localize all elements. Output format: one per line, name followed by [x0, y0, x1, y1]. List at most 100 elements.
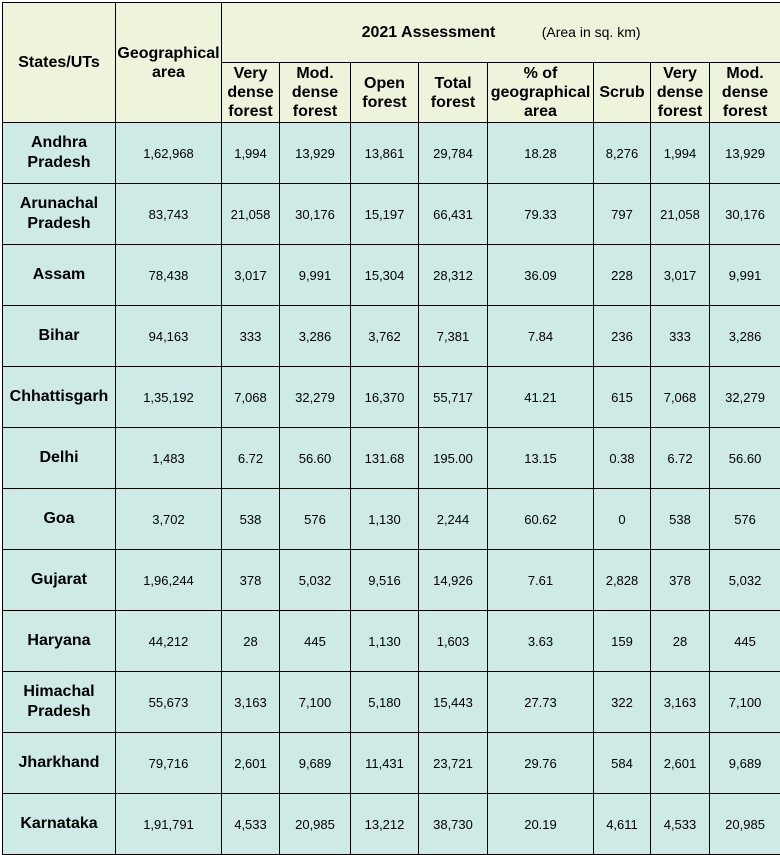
table-row: Himachal Pradesh 55,673 3,163 7,100 5,180 15,…: [2, 671, 780, 733]
state-name: Andhra Pradesh: [27, 134, 91, 171]
table-cell: 79,716: [115, 732, 222, 794]
table-cell: 576: [279, 488, 351, 550]
table-cell: 4,533: [221, 793, 280, 855]
table-cell: 18.28: [487, 122, 594, 184]
state-name: Goa: [43, 510, 75, 527]
table-row: Assam 78,438 3,017 9,991 15,304 28,312 36.09 22…: [2, 244, 780, 306]
table-cell: 3,286: [708, 305, 780, 367]
table-cell: 16,370: [350, 366, 419, 428]
table-cell: 13,212: [350, 793, 419, 855]
table-cell: 15,443: [418, 671, 488, 733]
table-cell: 1,130: [350, 488, 419, 550]
table-cell: 41.21: [487, 366, 594, 428]
table-cell: 55,673: [115, 671, 222, 733]
header-col: Total forest: [418, 62, 488, 123]
table-cell: 28: [221, 610, 280, 672]
table-cell: 9,991: [708, 244, 780, 306]
table-cell: 1,994: [221, 122, 280, 184]
table-cell: 15,304: [350, 244, 419, 306]
table-cell: 378: [650, 549, 710, 611]
state-name-cell: Karnataka: [2, 793, 116, 855]
table-cell: 55,717: [418, 366, 488, 428]
table-cell: 13,929: [708, 122, 780, 184]
table-cell: 3,702: [115, 488, 222, 550]
table-body: Andhra Pradesh 1,62,968 1,994 13,929 13,861 2…: [2, 122, 780, 855]
table-cell: 60.62: [487, 488, 594, 550]
table-cell: 7.61: [487, 549, 594, 611]
table-cell: 11,431: [350, 732, 419, 794]
state-name-cell: Assam: [2, 244, 116, 306]
table-cell: 36.09: [487, 244, 594, 306]
table-cell: 538: [221, 488, 280, 550]
table-cell: 9,689: [279, 732, 351, 794]
table-cell: 7,100: [279, 671, 351, 733]
table-cell: 6.72: [221, 427, 280, 489]
table-cell: 1,130: [350, 610, 419, 672]
table-cell: 3.63: [487, 610, 594, 672]
state-name: Bihar: [38, 327, 80, 344]
table-cell: 159: [593, 610, 651, 672]
state-name-cell: Andhra Pradesh: [2, 122, 116, 184]
table-row: Andhra Pradesh 1,62,968 1,994 13,929 13,861 2…: [2, 122, 780, 184]
table-cell: 94,163: [115, 305, 222, 367]
state-name: Arunachal Pradesh: [19, 195, 99, 232]
header-col: Mod. dense forest: [708, 62, 780, 123]
table-cell: 8,276: [593, 122, 651, 184]
header-col: Open forest: [350, 62, 419, 123]
state-name-cell: Himachal Pradesh: [2, 671, 116, 733]
header-assessment-title: 2021 Assessment (Area in sq. km): [220, 2, 780, 63]
state-name: Chhattisgarh: [9, 388, 109, 405]
state-name-cell: Jharkhand: [2, 732, 116, 794]
table-cell: 27.73: [487, 671, 594, 733]
table-cell: 7,068: [650, 366, 710, 428]
table-cell: 2,601: [650, 732, 710, 794]
table-cell: 20.19: [487, 793, 594, 855]
table-cell: 333: [221, 305, 280, 367]
table-cell: 14,926: [418, 549, 488, 611]
state-name-cell: Gujarat: [2, 549, 116, 611]
table-cell: 29.76: [487, 732, 594, 794]
state-name-cell: Goa: [2, 488, 116, 550]
table-row: Gujarat 1,96,244 378 5,032 9,516 14,926 7.61 2,…: [2, 549, 780, 611]
state-name-cell: Chhattisgarh: [2, 366, 116, 428]
table-header: States/UTs Geographical area 2021 Assess…: [2, 2, 780, 123]
table-row: Delhi 1,483 6.72 56.60 131.68 195.00 13.15 0.38…: [2, 427, 780, 489]
table-cell: 7,068: [221, 366, 280, 428]
table-cell: 0: [593, 488, 651, 550]
table-cell: 2,244: [418, 488, 488, 550]
table-cell: 7,100: [708, 671, 780, 733]
table-cell: 29,784: [418, 122, 488, 184]
header-geographical-area: Geographical area: [115, 2, 222, 123]
state-name-cell: Haryana: [2, 610, 116, 672]
table-cell: 0.38: [593, 427, 651, 489]
header-col: Very dense forest: [221, 62, 280, 123]
table-cell: 228: [593, 244, 651, 306]
table-cell: 56.60: [708, 427, 780, 489]
table-row: Jharkhand 79,716 2,601 9,689 11,431 23,721 29.…: [2, 732, 780, 794]
table-cell: 195.00: [418, 427, 488, 489]
assessment-title: 2021 Assessment: [361, 24, 496, 41]
table-row: Karnataka 1,91,791 4,533 20,985 13,212 38,730…: [2, 793, 780, 855]
table-cell: 615: [593, 366, 651, 428]
state-name: Karnataka: [20, 815, 98, 832]
table-cell: 13,929: [279, 122, 351, 184]
header-col: Scrub: [593, 62, 651, 123]
table-cell: 28,312: [418, 244, 488, 306]
table-cell: 9,689: [708, 732, 780, 794]
table-cell: 5,032: [708, 549, 780, 611]
table-cell: 7,381: [418, 305, 488, 367]
table-cell: 378: [221, 549, 280, 611]
table-cell: 5,032: [279, 549, 351, 611]
table-cell: 6.72: [650, 427, 710, 489]
state-name-cell: Delhi: [2, 427, 116, 489]
table-cell: 4,611: [593, 793, 651, 855]
table-cell: 30,176: [708, 183, 780, 245]
table-cell: 79.33: [487, 183, 594, 245]
table-cell: 9,516: [350, 549, 419, 611]
state-name: Jharkhand: [18, 754, 100, 771]
table-cell: 38,730: [418, 793, 488, 855]
table-cell: 3,762: [350, 305, 419, 367]
table-cell: 131.68: [350, 427, 419, 489]
table-cell: 28: [650, 610, 710, 672]
